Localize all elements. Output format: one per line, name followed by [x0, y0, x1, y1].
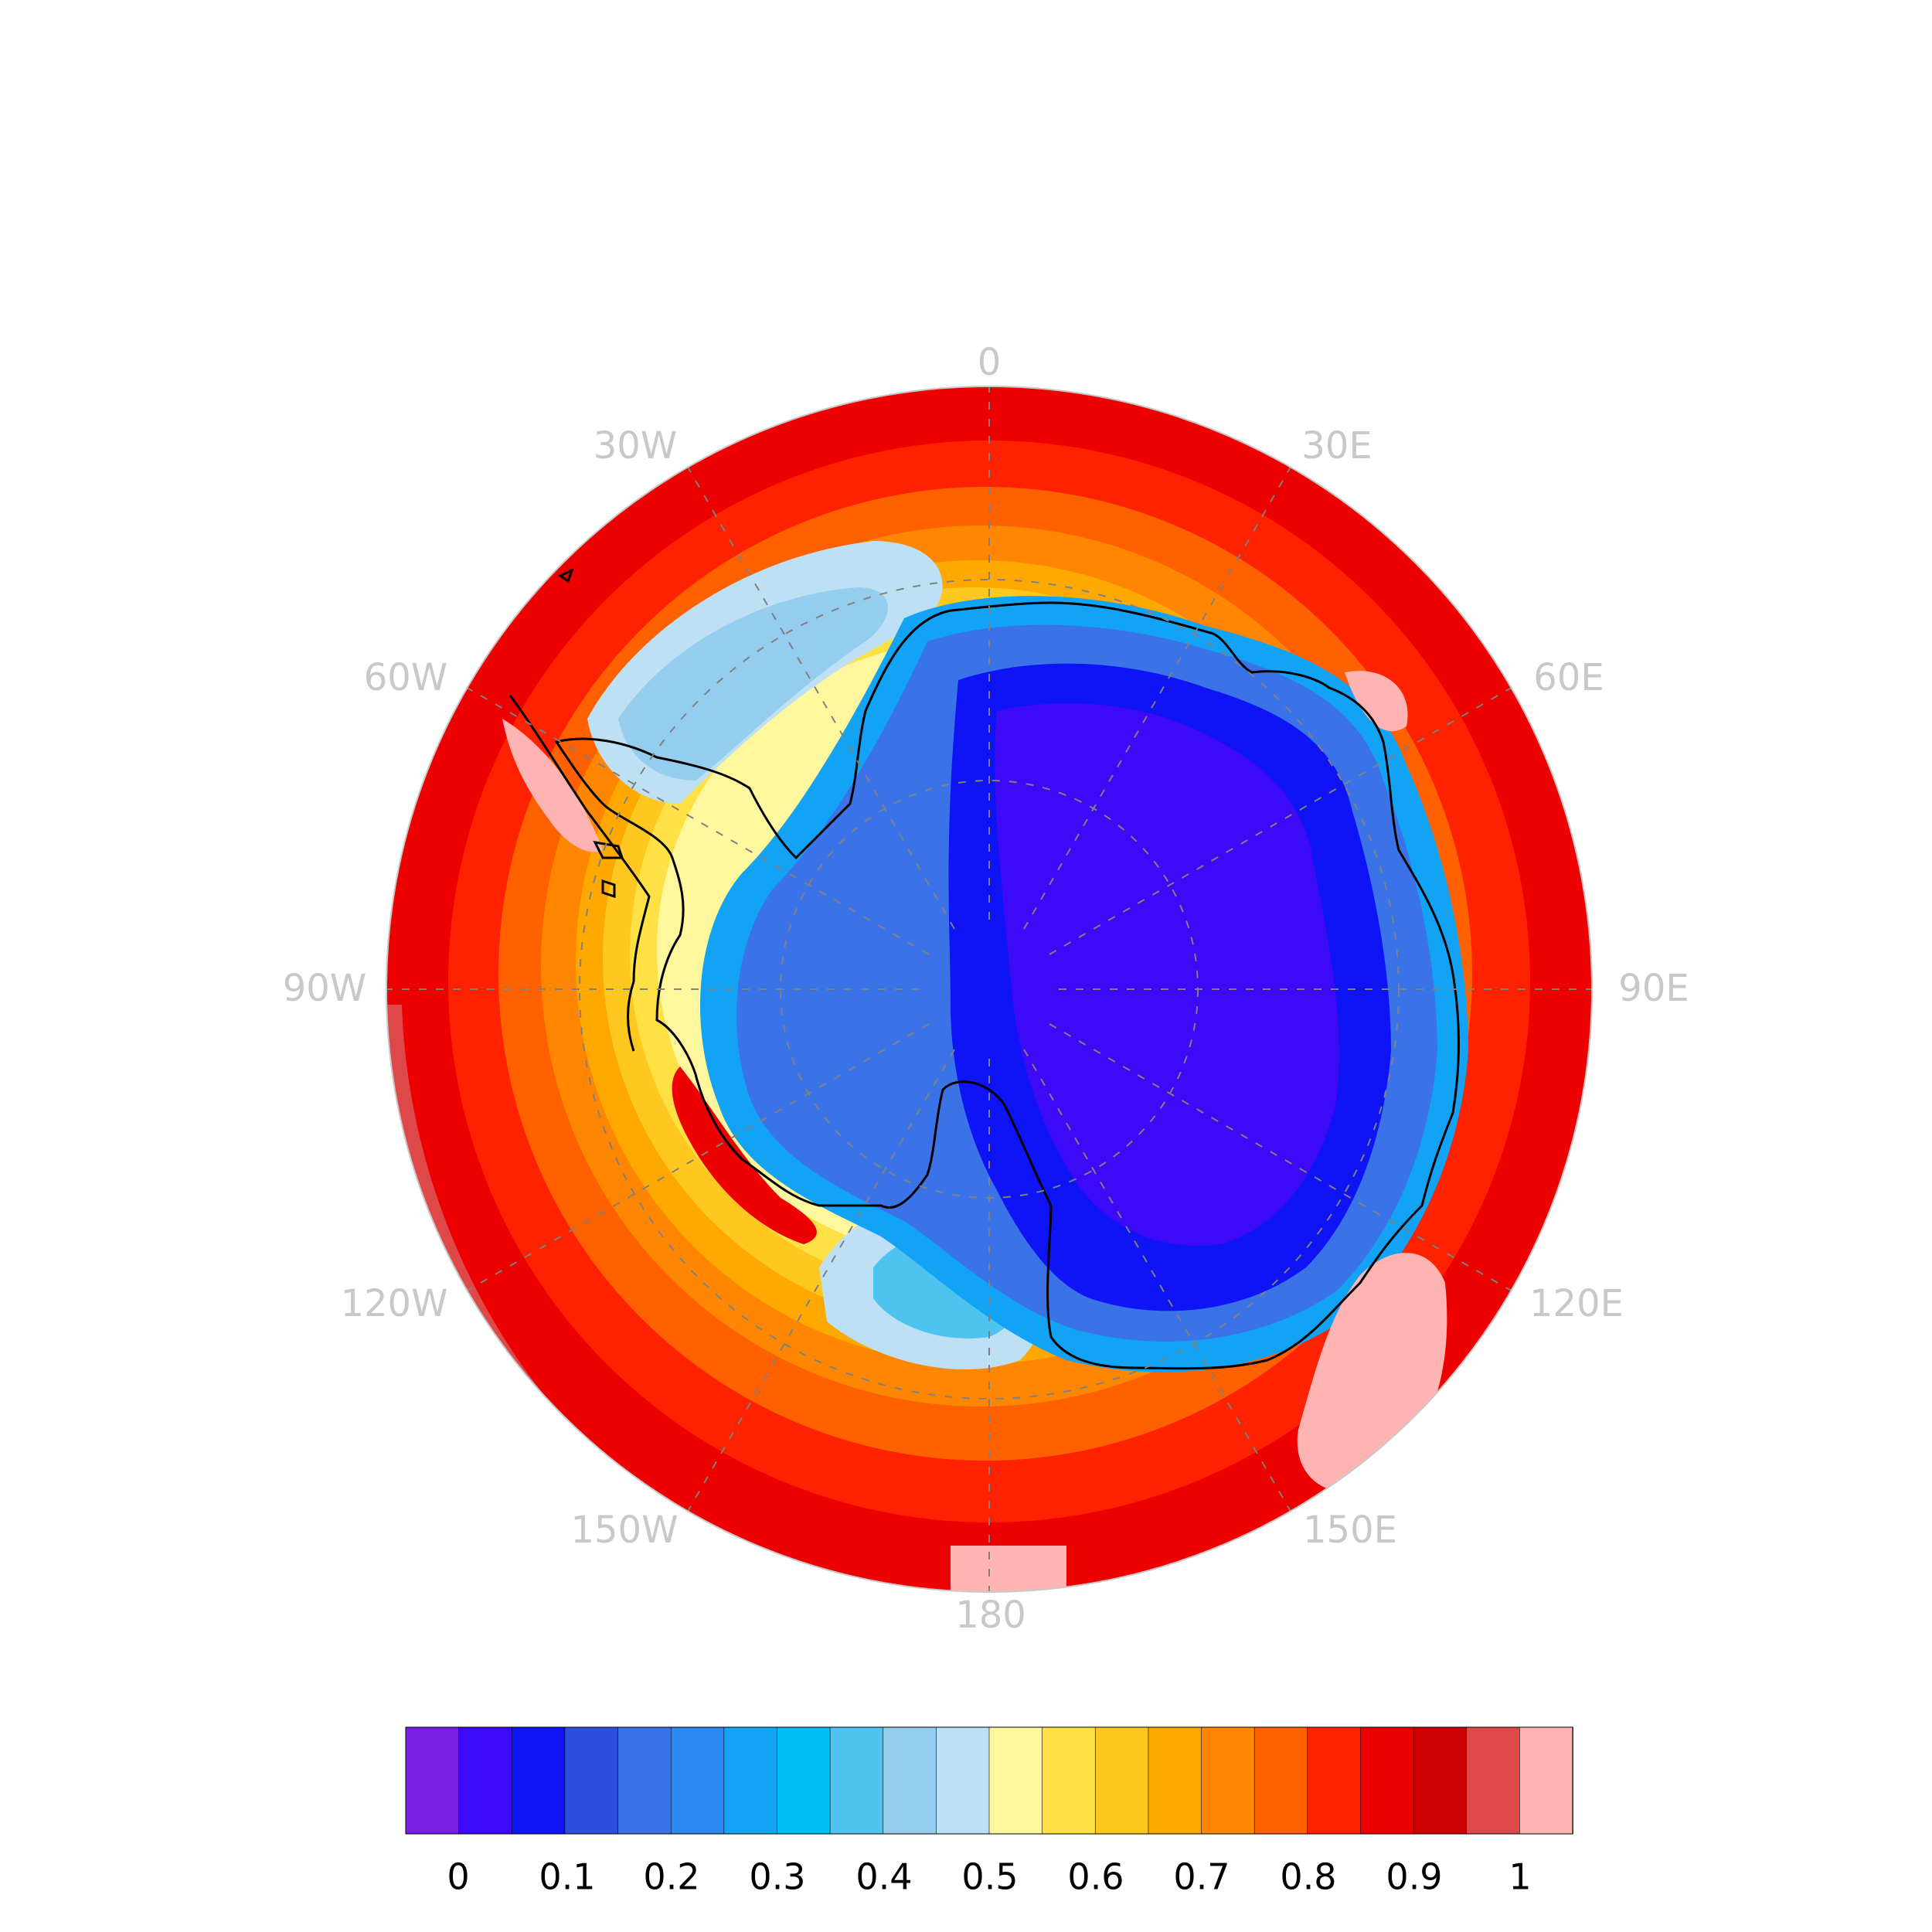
lon-label-60w: 60W [364, 656, 448, 699]
colorbar-swatch [1094, 1726, 1149, 1835]
field-bottom-high [951, 1546, 1066, 1592]
graticule-meridian [467, 687, 930, 955]
colorbar-tick-label: 0.4 [855, 1856, 912, 1898]
colorbar-swatch [1042, 1726, 1097, 1835]
graticule-meridian [1049, 1023, 1512, 1291]
lon-label-60e: 60E [1533, 656, 1604, 699]
colorbar-swatch [405, 1726, 460, 1835]
colorbar-tick-label: 0.3 [749, 1856, 805, 1898]
colorbar-frame [405, 1726, 1573, 1835]
colorbar [405, 1726, 1573, 1835]
colorbar-swatch [883, 1726, 937, 1835]
colorbar-swatch [1413, 1726, 1468, 1835]
colorbar-tick-label: 0.6 [1067, 1856, 1124, 1898]
colorbar-ticks: 0 0.1 0.2 0.3 0.4 0.5 0.6 0.7 0.8 0.9 1 [447, 1856, 1531, 1898]
colorbar-tick-label: 0.9 [1386, 1856, 1442, 1898]
colorbar-tick-label: 0.8 [1280, 1856, 1336, 1898]
lon-label-180: 180 [955, 1594, 1026, 1637]
lon-label-90e: 90E [1618, 967, 1689, 1010]
graticule-parallel [780, 780, 1199, 1199]
lon-label-90w: 90W [283, 967, 367, 1010]
colorbar-swatch [670, 1726, 725, 1835]
colorbar-swatch [1519, 1726, 1573, 1835]
graticule-parallel [579, 579, 1400, 1400]
graticule-meridian [467, 1023, 930, 1291]
colorbar-tick-label: 0.7 [1173, 1856, 1230, 1898]
colorbar-swatch [829, 1726, 884, 1835]
graticule-meridian [1023, 1049, 1291, 1512]
field-patch-weddell-inner [618, 587, 888, 781]
lon-label-0: 0 [978, 341, 1002, 384]
coastline-island [593, 841, 624, 859]
field-peninsula-high [502, 719, 603, 852]
colorbar-tick-label: 1 [1509, 1856, 1531, 1898]
colorbar-swatch [458, 1726, 513, 1835]
coastline-peninsula [509, 695, 651, 1052]
colorbar-tick-label: 0.2 [643, 1856, 699, 1898]
map-boundary [386, 386, 1593, 1593]
colorbar-tick-label: 0 [447, 1856, 469, 1898]
graticule-meridian [687, 1049, 955, 1512]
lon-label-30w: 30W [594, 424, 678, 468]
colorbar-swatch [936, 1726, 990, 1835]
lon-label-150e: 150E [1303, 1509, 1397, 1552]
colorbar-tick-label: 0.1 [539, 1856, 595, 1898]
colorbar-swatch [617, 1726, 672, 1835]
graticule-meridian [687, 467, 955, 930]
coastline-island [558, 568, 574, 583]
colorbar-swatch [777, 1726, 831, 1835]
colorbar-swatch [1466, 1726, 1521, 1835]
lon-label-150w: 150W [570, 1509, 678, 1552]
colorbar-swatch [1201, 1726, 1255, 1835]
graticule-meridian [1049, 687, 1512, 955]
graticule-meridian [1023, 467, 1291, 930]
colorbar-swatch [1148, 1726, 1202, 1835]
colorbar-swatch [1307, 1726, 1362, 1835]
colorbar-swatch [1253, 1726, 1308, 1835]
graticule [386, 386, 1592, 1592]
coastline [554, 601, 1460, 1370]
field-continent-core [995, 703, 1339, 1246]
colorbar-tick-label: 0.5 [961, 1856, 1018, 1898]
lon-label-30e: 30E [1301, 424, 1372, 468]
coastline-island [601, 879, 616, 899]
colorbar-swatch [564, 1726, 619, 1835]
lon-label-120w: 120W [340, 1282, 447, 1325]
colorbar-swatch [723, 1726, 778, 1835]
field-eastern-high [1345, 671, 1408, 732]
map-disk [386, 386, 1592, 1592]
lon-label-120e: 120E [1529, 1282, 1624, 1325]
colorbar-swatch [988, 1726, 1043, 1835]
colorbar-swatch [1360, 1726, 1414, 1835]
colorbar-swatch [511, 1726, 566, 1835]
